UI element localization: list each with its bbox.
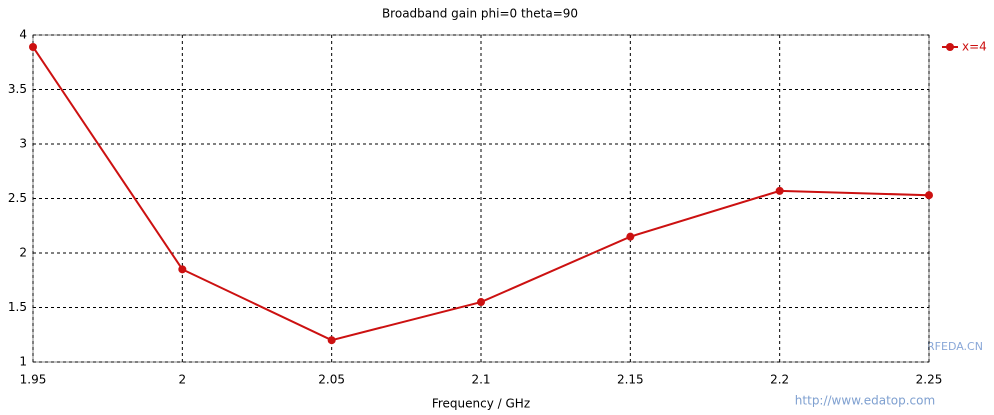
y-tick-label: 2.5 <box>8 191 27 205</box>
watermark: http://www.edatop.com <box>795 394 935 408</box>
data-point <box>925 191 933 200</box>
y-tick-label: 1.5 <box>8 300 27 314</box>
data-point <box>626 232 635 241</box>
legend-label: x=4 <box>962 40 987 54</box>
data-point <box>775 186 784 195</box>
x-tick-label: 2.05 <box>318 373 345 387</box>
x-axis-label: Frequency / GHz <box>432 397 530 411</box>
x-tick-label: 2.25 <box>916 373 943 387</box>
x-tick-label: 1.95 <box>20 373 47 387</box>
data-point <box>178 265 187 274</box>
x-tick-label: 2.15 <box>617 373 644 387</box>
y-tick-label: 1 <box>19 355 27 369</box>
legend-marker <box>946 43 954 51</box>
watermark: RFEDA.CN <box>927 340 983 353</box>
chart-title: Broadband gain phi=0 theta=90 <box>382 7 578 21</box>
x-tick-label: 2.1 <box>471 373 490 387</box>
data-point <box>327 336 336 345</box>
y-tick-label: 3 <box>19 137 27 151</box>
data-point <box>29 42 37 51</box>
data-point <box>477 298 485 307</box>
x-tick-label: 2 <box>179 373 187 387</box>
y-tick-label: 4 <box>19 28 27 42</box>
y-tick-label: 2 <box>19 246 27 260</box>
y-tick-label: 3.5 <box>8 82 27 96</box>
x-tick-label: 2.2 <box>770 373 789 387</box>
